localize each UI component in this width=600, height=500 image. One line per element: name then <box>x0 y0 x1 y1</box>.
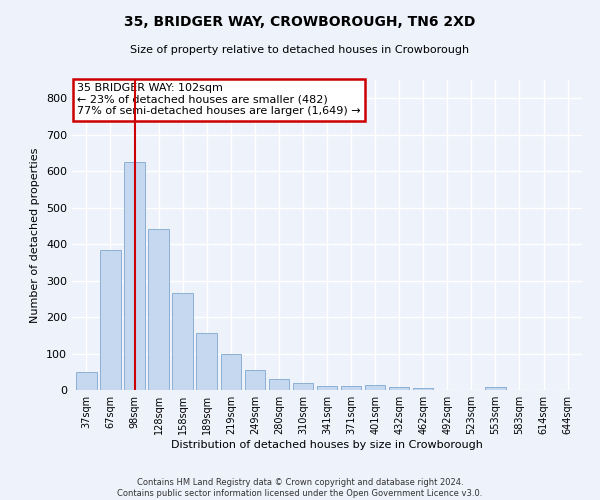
Bar <box>76 372 97 390</box>
Bar <box>365 384 385 390</box>
Text: Contains HM Land Registry data © Crown copyright and database right 2024.
Contai: Contains HM Land Registry data © Crown c… <box>118 478 482 498</box>
Bar <box>341 386 361 390</box>
Bar <box>245 370 265 390</box>
Y-axis label: Number of detached properties: Number of detached properties <box>31 148 40 322</box>
Bar <box>148 229 169 390</box>
Bar <box>485 387 506 390</box>
Text: Size of property relative to detached houses in Crowborough: Size of property relative to detached ho… <box>130 45 470 55</box>
Bar <box>317 386 337 390</box>
Bar <box>100 250 121 390</box>
Bar <box>269 379 289 390</box>
X-axis label: Distribution of detached houses by size in Crowborough: Distribution of detached houses by size … <box>171 440 483 450</box>
Bar <box>221 354 241 390</box>
Text: 35 BRIDGER WAY: 102sqm
← 23% of detached houses are smaller (482)
77% of semi-de: 35 BRIDGER WAY: 102sqm ← 23% of detached… <box>77 83 361 116</box>
Bar <box>124 162 145 390</box>
Bar <box>196 332 217 390</box>
Bar <box>172 292 193 390</box>
Bar <box>293 384 313 390</box>
Text: 35, BRIDGER WAY, CROWBOROUGH, TN6 2XD: 35, BRIDGER WAY, CROWBOROUGH, TN6 2XD <box>124 15 476 29</box>
Bar <box>413 388 433 390</box>
Bar <box>389 387 409 390</box>
